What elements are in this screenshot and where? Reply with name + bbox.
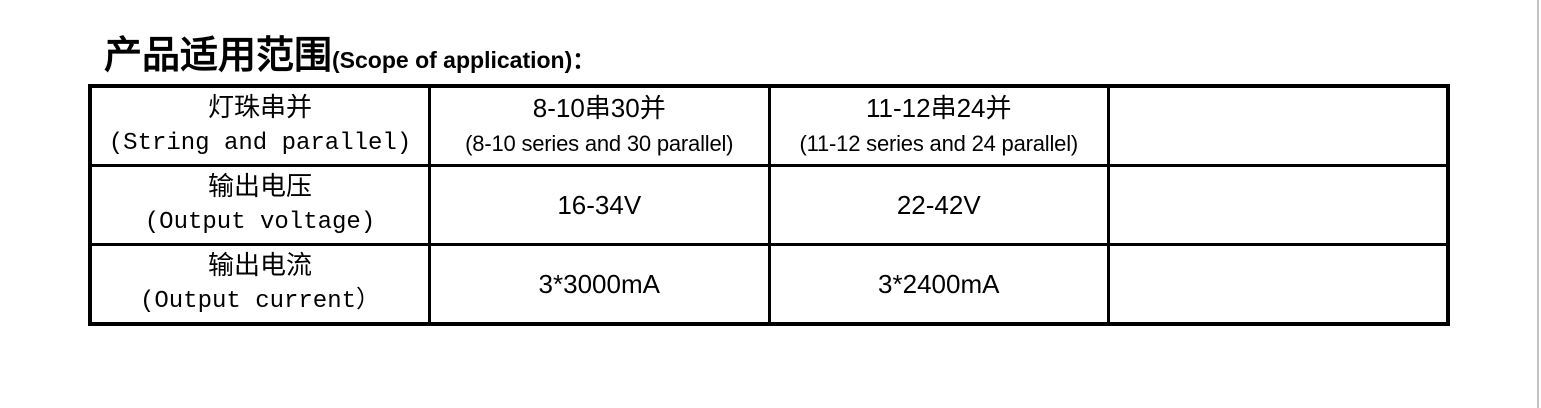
page-title-english: (Scope of application)： xyxy=(332,47,596,73)
label-zh: 输出电压 xyxy=(207,172,312,202)
value: 16-34V xyxy=(557,190,642,220)
label-en: (Output voltage) xyxy=(144,209,376,236)
value-en: (8-10 series and 30 parallel) xyxy=(465,131,734,156)
value-zh: 8-10串30并 xyxy=(532,93,666,123)
value-zh: 11-12串24并 xyxy=(866,93,1012,123)
cell-label-string-parallel: 灯珠串并 (String and parallel) xyxy=(88,84,431,167)
row-string-and-parallel: 灯珠串并 (String and parallel) 8-10串30并 (8-1… xyxy=(88,84,1450,167)
page-edge-divider xyxy=(1537,0,1539,408)
cell-current-value-1: 3*3000mA xyxy=(428,243,771,326)
cell-label-output-current: 输出电流 (Output current） xyxy=(88,243,431,326)
value: 22-42V xyxy=(896,190,981,220)
label-zh: 灯珠串并 xyxy=(207,93,312,123)
label-zh: 输出电流 xyxy=(207,251,312,281)
cell-value-series30: 8-10串30并 (8-10 series and 30 parallel) xyxy=(428,84,771,167)
row-output-current: 输出电流 (Output current） 3*3000mA 3*2400mA xyxy=(88,243,1450,326)
cell-empty xyxy=(1107,243,1450,326)
cell-label-output-voltage: 输出电压 (Output voltage) xyxy=(88,164,431,246)
cell-voltage-range-1: 16-34V xyxy=(428,164,771,246)
label-en: (String and parallel) xyxy=(108,130,412,157)
cell-value-series24: 11-12串24并 (11-12 series and 24 parallel) xyxy=(767,84,1110,167)
page-title: 产品适用范围(Scope of application)： xyxy=(104,24,595,79)
value: 3*3000mA xyxy=(538,269,660,299)
cell-current-value-2: 3*2400mA xyxy=(767,243,1110,326)
row-output-voltage: 输出电压 (Output voltage) 16-34V 22-42V xyxy=(88,164,1450,246)
cell-voltage-range-2: 22-42V xyxy=(767,164,1110,246)
cell-empty xyxy=(1107,84,1450,167)
value: 3*2400mA xyxy=(878,269,1000,299)
scope-of-application-table: 灯珠串并 (String and parallel) 8-10串30并 (8-1… xyxy=(88,84,1450,326)
page-title-chinese: 产品适用范围 xyxy=(104,32,333,77)
cell-empty xyxy=(1107,164,1450,246)
value-en: (11-12 series and 24 parallel) xyxy=(799,131,1079,156)
label-en: (Output current） xyxy=(139,288,381,315)
